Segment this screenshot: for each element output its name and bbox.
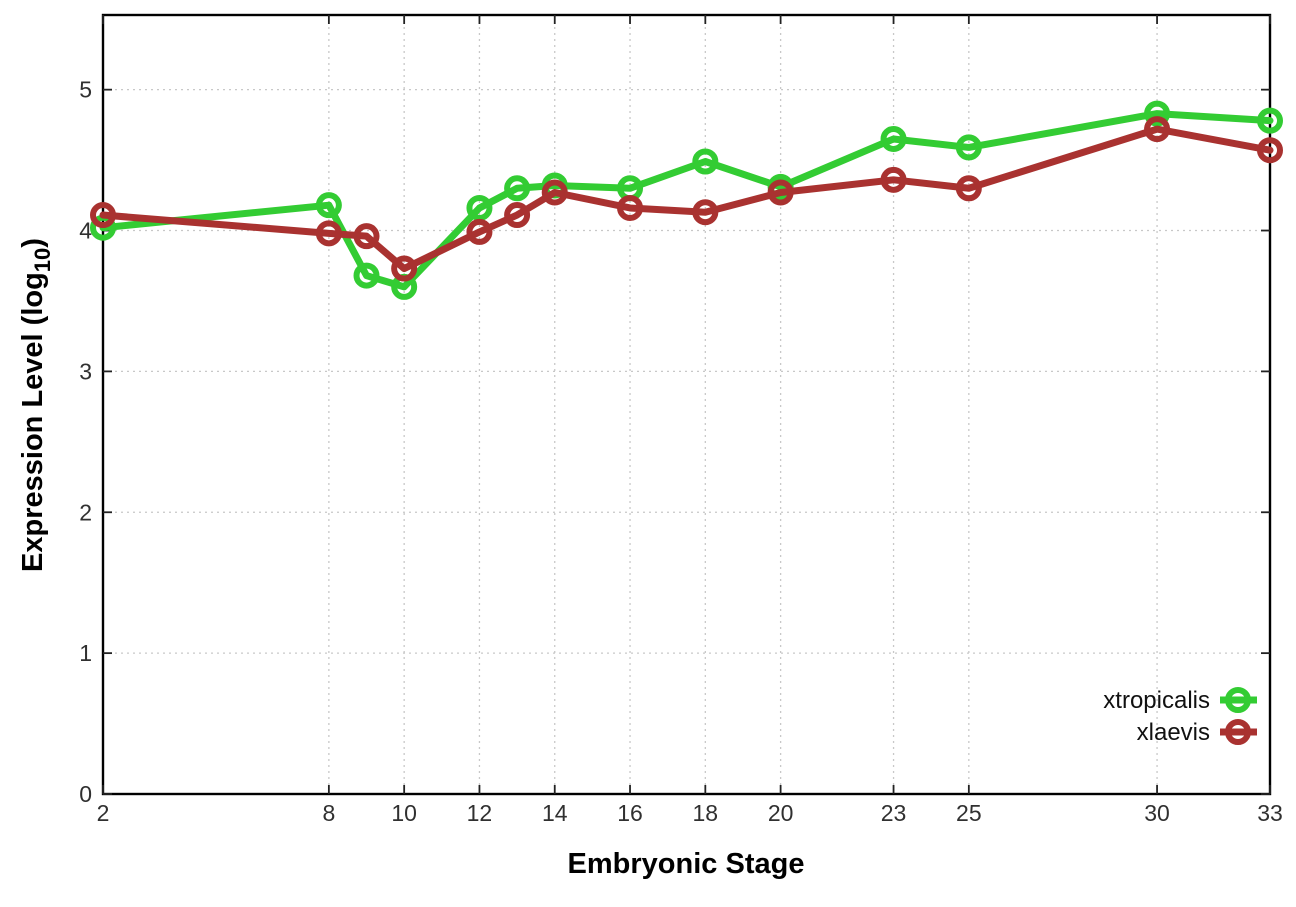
legend-label-xtropicalis: xtropicalis bbox=[1103, 687, 1210, 714]
data-point-marker-xlaevis bbox=[1257, 137, 1283, 164]
x-tick-label: 25 bbox=[956, 800, 982, 826]
plot-border-rect bbox=[101, 13, 1272, 796]
data-point-marker-xtropicalis bbox=[880, 125, 907, 152]
grid-lines bbox=[102, 15, 1271, 794]
data-point-marker-xlaevis bbox=[315, 220, 342, 247]
data-point-marker-xlaevis bbox=[466, 218, 493, 245]
data-series bbox=[90, 100, 1283, 300]
y-tick-label: 4 bbox=[79, 218, 92, 244]
data-point-marker-xtropicalis bbox=[353, 262, 380, 289]
data-point-marker-xtropicalis bbox=[504, 175, 531, 202]
data-point-marker-xlaevis bbox=[90, 202, 116, 229]
data-point-marker-xlaevis bbox=[617, 194, 644, 221]
x-tick-label: 12 bbox=[467, 800, 493, 826]
x-tick-label: 18 bbox=[693, 800, 719, 826]
y-tick-label: 5 bbox=[79, 77, 92, 103]
x-tick-label: 30 bbox=[1144, 800, 1170, 826]
plot-border bbox=[101, 13, 1272, 796]
data-point-marker-xlaevis bbox=[391, 255, 418, 282]
x-tick-label: 14 bbox=[542, 800, 568, 826]
data-point-marker-xlaevis bbox=[767, 179, 794, 206]
series-xlaevis bbox=[90, 116, 1283, 282]
legend-label-xlaevis: xlaevis bbox=[1137, 719, 1210, 746]
x-tick-label: 8 bbox=[322, 800, 335, 826]
data-point-marker-xtropicalis bbox=[1257, 107, 1283, 134]
x-tick-label: 16 bbox=[617, 800, 643, 826]
legend-entry-xlaevis: xlaevis bbox=[1137, 719, 1257, 746]
y-tick-label: 0 bbox=[79, 781, 92, 807]
x-tick-label: 20 bbox=[768, 800, 794, 826]
data-point-marker-xtropicalis bbox=[692, 148, 719, 175]
x-tick-label: 10 bbox=[391, 800, 417, 826]
x-tick-label: 33 bbox=[1257, 800, 1283, 826]
legend: xtropicalis xlaevis bbox=[1103, 687, 1257, 746]
legend-entry-xtropicalis: xtropicalis bbox=[1103, 687, 1257, 714]
data-point-marker-xlaevis bbox=[955, 175, 982, 202]
x-tick-label: 23 bbox=[881, 800, 907, 826]
data-point-marker-xtropicalis bbox=[315, 192, 342, 219]
y-tick-label: 1 bbox=[79, 640, 92, 666]
x-axis-title: Embryonic Stage bbox=[568, 848, 805, 880]
data-point-marker-xlaevis bbox=[1144, 116, 1171, 143]
y-tick-label: 3 bbox=[79, 358, 92, 384]
data-point-marker-xlaevis bbox=[692, 199, 719, 226]
legend-marker-icon bbox=[1225, 687, 1251, 713]
axis-ticks bbox=[102, 15, 1271, 795]
data-point-marker-xlaevis bbox=[353, 223, 380, 250]
data-point-marker-xlaevis bbox=[880, 166, 907, 193]
data-point-marker-xtropicalis bbox=[1144, 100, 1171, 127]
series-xtropicalis bbox=[90, 100, 1283, 300]
data-point-marker-xtropicalis bbox=[955, 134, 982, 161]
series-line-xtropicalis bbox=[99, 110, 1274, 291]
data-point-marker-xlaevis bbox=[504, 202, 531, 229]
data-point-marker-xtropicalis bbox=[466, 194, 493, 221]
y-axis-title: Expression Level (log10) bbox=[17, 238, 55, 572]
y-tick-label: 2 bbox=[79, 499, 92, 525]
data-point-marker-xlaevis bbox=[541, 179, 568, 206]
series-line-xlaevis bbox=[99, 125, 1274, 273]
legend-marker-icon bbox=[1225, 719, 1251, 745]
x-tick-label: 2 bbox=[97, 800, 110, 826]
